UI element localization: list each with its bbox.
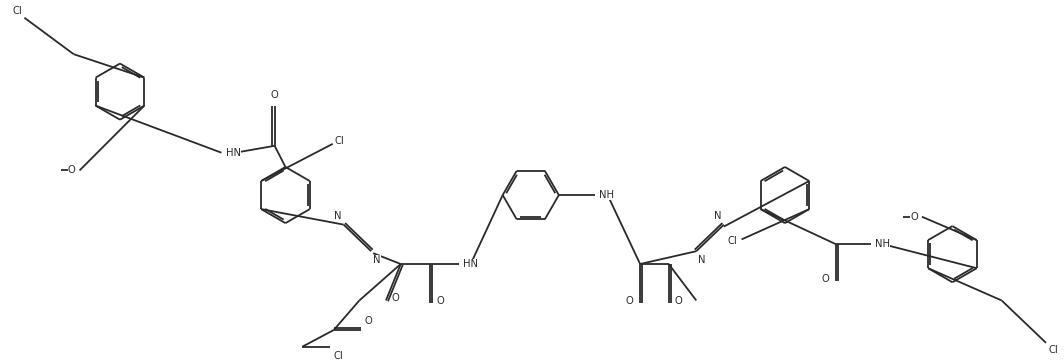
Text: HN: HN xyxy=(463,259,478,269)
Text: O: O xyxy=(392,292,400,303)
Text: Cl: Cl xyxy=(334,351,344,361)
Text: N: N xyxy=(714,211,721,221)
Text: N: N xyxy=(373,255,381,265)
Text: O: O xyxy=(675,296,682,307)
Text: O: O xyxy=(910,212,918,222)
Text: O: O xyxy=(436,296,444,307)
Text: O: O xyxy=(626,296,633,307)
Text: O: O xyxy=(821,274,829,284)
Text: N: N xyxy=(698,255,705,265)
Text: Cl: Cl xyxy=(1049,345,1059,355)
Text: O: O xyxy=(270,90,279,101)
Text: NH: NH xyxy=(599,190,614,200)
Text: Cl: Cl xyxy=(13,6,22,16)
Text: NH: NH xyxy=(875,239,890,249)
Text: O: O xyxy=(68,165,76,176)
Text: N: N xyxy=(334,211,342,221)
Text: Cl: Cl xyxy=(335,136,345,146)
Text: Cl: Cl xyxy=(728,236,737,247)
Text: HN: HN xyxy=(227,148,242,158)
Text: O: O xyxy=(364,316,372,326)
